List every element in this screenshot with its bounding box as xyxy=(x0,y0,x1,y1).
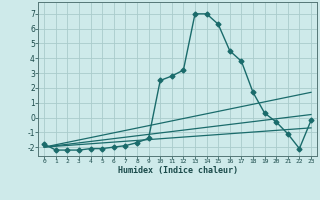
X-axis label: Humidex (Indice chaleur): Humidex (Indice chaleur) xyxy=(118,166,238,175)
